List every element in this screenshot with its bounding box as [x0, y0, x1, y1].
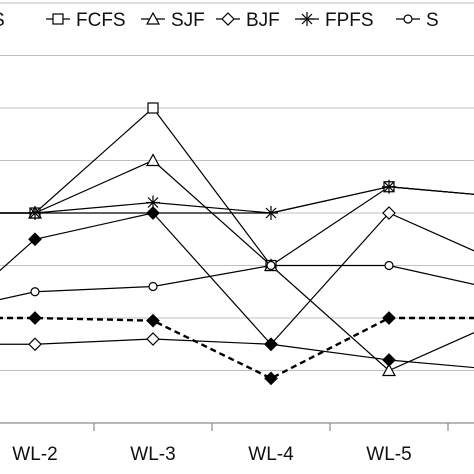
filled-diamond-marker	[382, 353, 396, 367]
legend-label: S	[426, 10, 439, 31]
diamond-marker	[382, 206, 396, 220]
series-fcfs	[0, 102, 474, 272]
filled-diamond-marker	[28, 232, 42, 247]
filled-diamond-marker	[382, 311, 396, 325]
square-marker	[147, 102, 159, 114]
series-line	[0, 186, 474, 214]
legend-item: FCFS	[46, 10, 126, 31]
legend-label: FPFS	[325, 10, 374, 31]
legend-label: BJF	[246, 10, 280, 31]
triangle-marker	[145, 11, 161, 25]
x-axis: WL-2 WL-3 WL-4 WL-5	[0, 422, 474, 465]
filled-diamond-marker	[146, 313, 160, 328]
filled-diamond-marker	[264, 371, 278, 386]
series-line	[0, 107, 474, 267]
legend-item: FPFS	[295, 10, 374, 31]
series-unnamed-5	[0, 206, 474, 369]
legend-item: S	[396, 10, 439, 31]
series-unnamed-7	[0, 311, 474, 386]
square-marker	[52, 13, 64, 25]
series-s	[0, 260, 474, 301]
legend: S FCFS SJF BJF FPFS S	[0, 10, 439, 31]
legend-label: S	[0, 10, 5, 31]
asterisk-marker	[300, 12, 314, 26]
x-tick-label: WL-3	[130, 444, 175, 465]
legend-item: S	[0, 10, 5, 31]
x-tick-label: WL-5	[366, 444, 411, 465]
triangle-marker	[381, 363, 397, 377]
legend-label: SJF	[171, 10, 205, 31]
circle-marker	[148, 281, 158, 292]
circle-marker	[403, 14, 413, 24]
legend-item: SJF	[141, 10, 205, 31]
gridlines	[0, 2, 474, 371]
x-tick-label: WL-2	[12, 444, 57, 465]
series-line	[0, 212, 474, 345]
legend-item: BJF	[216, 10, 280, 31]
diamond-marker	[28, 337, 42, 352]
diamond-marker	[146, 332, 160, 346]
series-line	[0, 186, 474, 214]
triangle-marker	[145, 153, 161, 167]
circle-marker	[384, 260, 394, 271]
series-line	[0, 212, 474, 369]
x-tick-label: WL-4	[248, 444, 294, 465]
legend-label: FCFS	[76, 10, 126, 31]
filled-diamond-marker	[264, 337, 278, 352]
series-group	[0, 102, 474, 386]
series-fpfs	[0, 179, 474, 220]
diamond-marker	[221, 12, 235, 26]
circle-marker	[30, 287, 40, 297]
filled-diamond-marker	[28, 311, 42, 325]
series-bjf	[0, 206, 474, 352]
series-line	[0, 316, 474, 380]
series-line	[0, 264, 474, 301]
series-unnamed-6	[0, 186, 474, 214]
circle-marker	[266, 260, 276, 271]
